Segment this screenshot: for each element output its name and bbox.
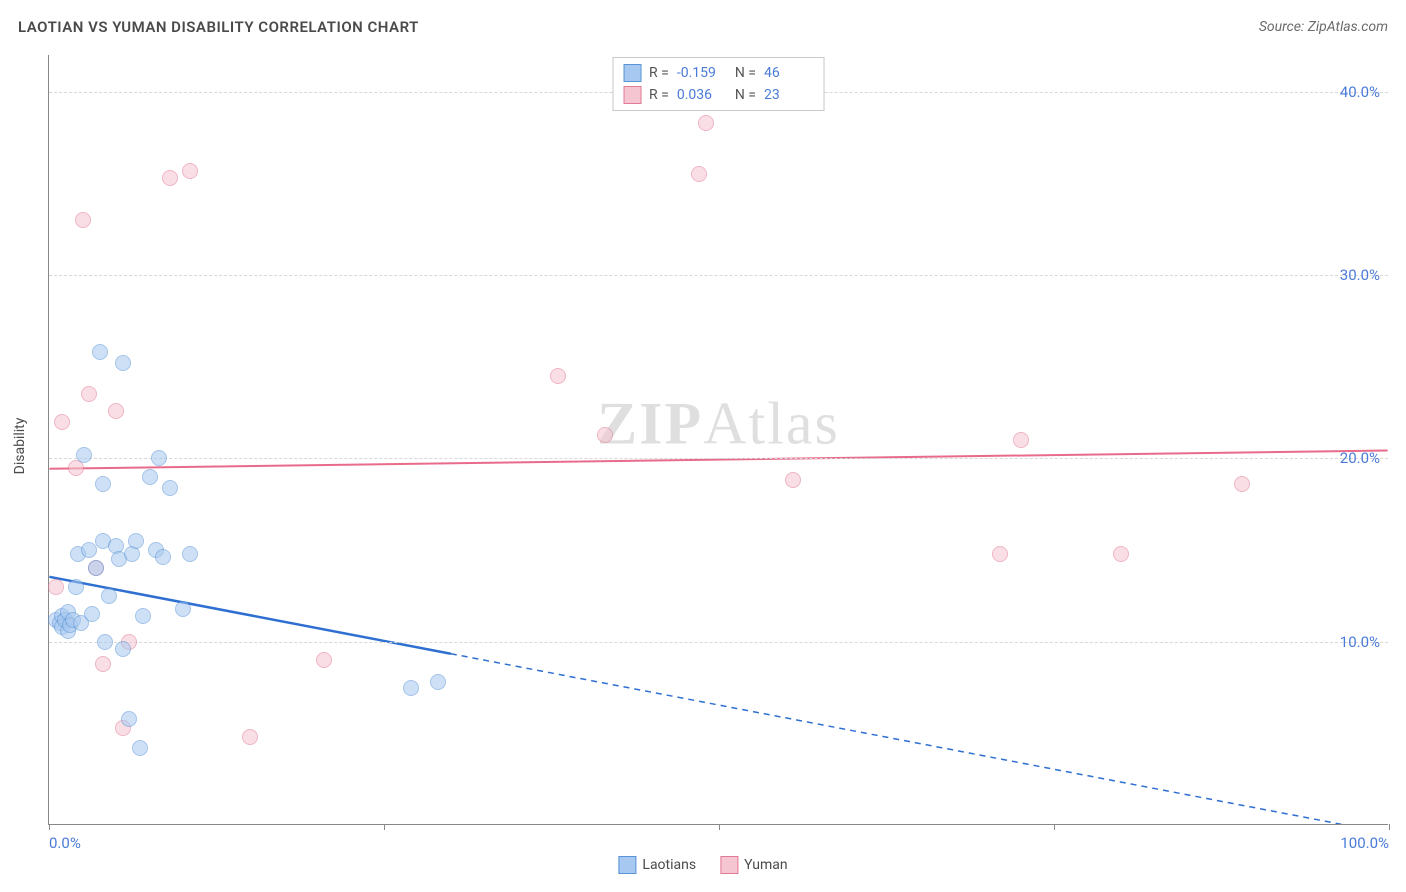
scatter-point-laotians [182,546,198,562]
scatter-point-laotians [76,447,92,463]
scatter-point-yuman [108,403,124,419]
scatter-point-yuman [1013,432,1029,448]
n-value-yuman: 23 [764,87,814,103]
scatter-point-laotians [162,480,178,496]
scatter-point-laotians [97,634,113,650]
scatter-point-laotians [92,344,108,360]
scatter-point-laotians [142,469,158,485]
scatter-point-laotians [155,549,171,565]
legend-label-laotians: Laotians [642,857,696,873]
scatter-point-yuman [597,427,613,443]
scatter-point-laotians [84,606,100,622]
correlation-legend: R = -0.159 N = 46 R = 0.036 N = 23 [612,57,825,111]
scatter-point-yuman [95,656,111,672]
scatter-point-laotians [175,601,191,617]
scatter-point-yuman [75,212,91,228]
scatter-point-laotians [88,560,104,576]
gridline [49,642,1388,643]
swatch-laotians [618,856,636,874]
scatter-point-laotians [115,355,131,371]
swatch-yuman [623,86,641,104]
scatter-point-laotians [151,450,167,466]
watermark-zip: ZIP [597,391,703,457]
scatter-point-laotians [132,740,148,756]
scatter-point-laotians [115,641,131,657]
legend-label-yuman: Yuman [744,857,787,873]
scatter-point-yuman [316,652,332,668]
x-tick [1389,824,1390,830]
scatter-point-laotians [403,680,419,696]
scatter-point-yuman [1234,476,1250,492]
r-value-laotians: -0.159 [677,65,727,81]
scatter-point-laotians [95,476,111,492]
scatter-point-yuman [550,368,566,384]
source-attribution: Source: ZipAtlas.com [1259,19,1388,35]
scatter-point-laotians [121,711,137,727]
r-label: R = [649,65,669,81]
correlation-legend-row-laotians: R = -0.159 N = 46 [623,62,814,84]
legend-item-laotians: Laotians [618,856,696,874]
watermark-atlas: Atlas [703,391,840,457]
scatter-point-laotians [101,588,117,604]
r-label: R = [649,87,669,103]
y-axis-label: Disability [12,418,28,475]
plot-area: ZIPAtlas R = -0.159 N = 46 R = 0.036 N =… [48,55,1388,825]
x-tick [1054,824,1055,830]
scatter-point-yuman [698,115,714,131]
x-tick-label: 100.0% [1340,834,1389,852]
chart-header: LAOTIAN VS YUMAN DISABILITY CORRELATION … [18,18,1388,36]
r-value-yuman: 0.036 [677,87,727,103]
scatter-point-yuman [81,386,97,402]
gridline [49,275,1388,276]
scatter-point-yuman [182,163,198,179]
swatch-laotians [623,64,641,82]
scatter-point-laotians [135,608,151,624]
scatter-point-yuman [992,546,1008,562]
n-value-laotians: 46 [764,65,814,81]
x-tick [384,824,385,830]
scatter-point-yuman [785,472,801,488]
trendline-laotians-extrapolated [451,654,1388,824]
n-label: N = [735,65,756,81]
scatter-point-yuman [162,170,178,186]
n-label: N = [735,87,756,103]
scatter-point-yuman [691,166,707,182]
chart-title: LAOTIAN VS YUMAN DISABILITY CORRELATION … [18,18,419,36]
y-tick-label: 40.0% [1340,83,1380,101]
scatter-point-yuman [1113,546,1129,562]
series-legend: Laotians Yuman [618,856,787,874]
scatter-point-laotians [430,674,446,690]
x-tick [719,824,720,830]
x-tick-label: 0.0% [49,834,81,852]
chart-container: LAOTIAN VS YUMAN DISABILITY CORRELATION … [0,0,1406,892]
scatter-point-laotians [128,533,144,549]
trendline-yuman [49,450,1387,468]
y-tick-label: 30.0% [1340,266,1380,284]
scatter-point-yuman [242,729,258,745]
x-tick [49,824,50,830]
y-tick-label: 20.0% [1340,449,1380,467]
trend-svg [49,55,1388,824]
scatter-point-laotians [68,579,84,595]
swatch-yuman [720,856,738,874]
scatter-point-yuman [48,579,64,595]
gridline [49,458,1388,459]
legend-item-yuman: Yuman [720,856,787,874]
correlation-legend-row-yuman: R = 0.036 N = 23 [623,84,814,106]
scatter-point-yuman [54,414,70,430]
y-tick-label: 10.0% [1340,633,1380,651]
watermark: ZIPAtlas [597,390,840,459]
